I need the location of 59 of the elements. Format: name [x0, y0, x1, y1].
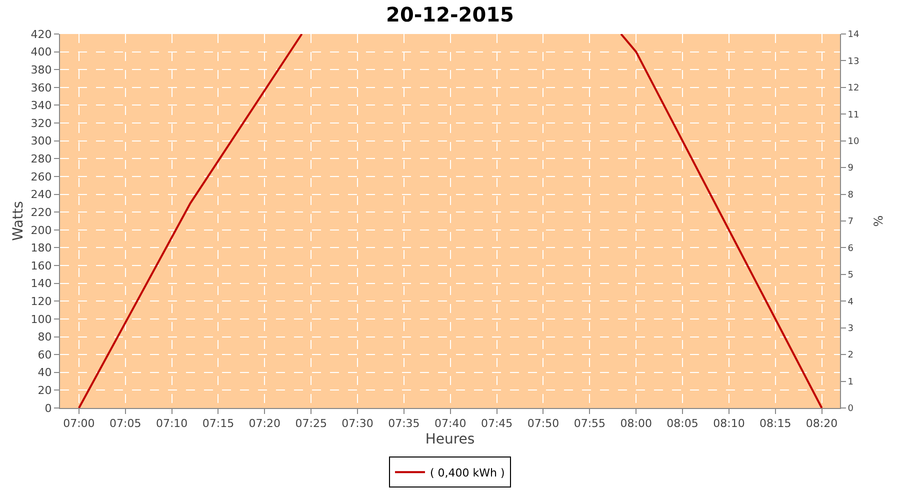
y-tick-label: 260 — [30, 170, 52, 184]
y-tick-label: 100 — [30, 312, 52, 326]
y-tick-label: 240 — [30, 188, 52, 202]
y-axis-title: Watts — [10, 201, 26, 241]
y2-tick-label: 12 — [848, 84, 860, 94]
y2-tick-label: 14 — [848, 30, 860, 40]
x-tick-label: 07:25 — [295, 417, 327, 430]
y-tick-label: 320 — [30, 116, 52, 130]
y-tick-label: 20 — [38, 384, 52, 398]
x-tick-label: 08:05 — [666, 417, 698, 430]
x-tick-label: 08:00 — [620, 417, 652, 430]
x-tick-label: 07:10 — [156, 417, 188, 430]
y2-tick-label: 2 — [848, 350, 854, 361]
y2-axis-title: % — [871, 215, 886, 227]
y-tick-label: 0 — [44, 402, 52, 415]
x-tick-label: 07:40 — [434, 417, 466, 430]
y2-tick-label: 0 — [848, 404, 854, 414]
y-tick-label: 200 — [30, 224, 52, 237]
y-tick-label: 220 — [30, 206, 52, 219]
x-tick-label: 07:15 — [202, 417, 234, 430]
y2-tick-label: 7 — [848, 217, 854, 228]
x-tick-label: 07:45 — [480, 417, 513, 430]
x-tick-label: 08:15 — [760, 417, 792, 430]
x-tick-label: 07:55 — [574, 417, 606, 430]
x-tick-label: 07:05 — [110, 417, 142, 430]
x-tick-label: 07:30 — [342, 417, 374, 430]
y2-tick-label: 4 — [848, 297, 854, 308]
y-tick-label: 400 — [30, 46, 52, 59]
y2-tick-label: 13 — [848, 56, 860, 67]
x-tick-label: 07:35 — [388, 417, 420, 430]
y-tick-label: 140 — [30, 277, 52, 290]
y-tick-label: 360 — [30, 81, 52, 94]
chart-title: 20-12-2015 — [386, 2, 514, 26]
y-tick-label: 120 — [30, 294, 52, 308]
y2-tick-label: 11 — [848, 110, 860, 120]
x-tick-label: 07:20 — [248, 417, 280, 430]
y-tick-label: 340 — [30, 99, 52, 112]
y-tick-label: 180 — [30, 242, 52, 255]
y-tick-label: 280 — [30, 152, 52, 166]
y-tick-label: 60 — [38, 348, 52, 362]
x-axis-title: Heures — [425, 432, 475, 448]
x-tick-label: 08:20 — [806, 417, 838, 430]
y-tick-label: 380 — [30, 63, 52, 76]
y2-tick-label: 8 — [848, 190, 854, 200]
y-tick-label: 80 — [38, 330, 52, 344]
y2-tick-label: 1 — [848, 377, 854, 388]
y2-tick-label: 3 — [848, 324, 854, 334]
x-tick-label: 08:10 — [713, 417, 745, 430]
y2-tick-label: 10 — [848, 137, 860, 148]
y-tick-label: 300 — [30, 134, 52, 148]
x-tick-label: 07:50 — [527, 417, 560, 430]
y2-tick-label: 9 — [848, 164, 854, 174]
y2-tick-label: 6 — [848, 244, 854, 254]
y2-tick-label: 5 — [848, 270, 854, 281]
x-tick-label: 07:00 — [63, 417, 95, 430]
y-tick-label: 160 — [30, 259, 52, 272]
y-tick-label: 420 — [30, 28, 52, 41]
y-tick-label: 40 — [38, 366, 52, 380]
legend-label: ( 0,400 kWh ) — [430, 466, 505, 480]
